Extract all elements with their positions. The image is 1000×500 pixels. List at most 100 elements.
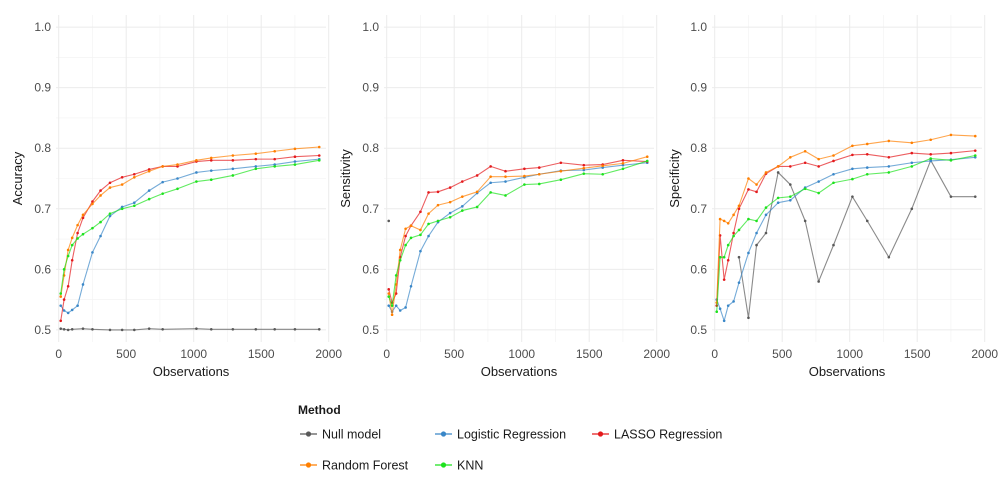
data-point bbox=[81, 213, 85, 217]
data-point bbox=[231, 174, 235, 177]
data-point bbox=[726, 243, 730, 247]
x-tick-label: 1000 bbox=[836, 347, 863, 361]
data-point bbox=[81, 232, 85, 236]
data-point bbox=[973, 134, 977, 138]
data-point bbox=[755, 183, 758, 186]
y-tick-label: 0.7 bbox=[690, 202, 707, 216]
legend-label: Logistic Regression bbox=[457, 428, 566, 442]
x-tick-label: 1500 bbox=[248, 347, 275, 361]
data-point bbox=[747, 251, 750, 255]
data-point bbox=[832, 243, 835, 247]
data-point bbox=[317, 154, 321, 157]
data-point bbox=[70, 258, 74, 262]
data-point bbox=[66, 311, 70, 315]
data-point bbox=[559, 161, 563, 165]
data-point bbox=[108, 181, 112, 185]
x-tick-label: 0 bbox=[55, 347, 62, 361]
data-point bbox=[59, 319, 63, 323]
data-point bbox=[732, 213, 735, 217]
data-point bbox=[409, 236, 413, 240]
data-point bbox=[645, 155, 649, 158]
data-point bbox=[582, 163, 586, 167]
data-point bbox=[436, 190, 440, 194]
data-point bbox=[133, 201, 136, 205]
data-point bbox=[621, 162, 625, 165]
data-point bbox=[293, 147, 297, 151]
data-point bbox=[865, 152, 869, 156]
data-point bbox=[621, 159, 625, 162]
y-tick-label: 0.7 bbox=[34, 202, 51, 216]
data-point bbox=[722, 319, 726, 323]
data-point bbox=[949, 159, 953, 162]
data-point bbox=[817, 180, 820, 183]
data-point bbox=[582, 166, 586, 170]
data-point bbox=[949, 195, 953, 198]
data-point bbox=[427, 212, 430, 215]
data-point bbox=[99, 220, 102, 224]
data-point bbox=[722, 219, 726, 223]
data-point bbox=[803, 149, 807, 153]
data-point bbox=[70, 308, 74, 312]
data-point bbox=[887, 156, 891, 159]
data-point bbox=[62, 268, 66, 271]
y-tick-label: 0.8 bbox=[34, 141, 51, 155]
data-point bbox=[776, 171, 780, 174]
data-point bbox=[209, 159, 213, 162]
data-point bbox=[62, 309, 66, 312]
data-point bbox=[81, 283, 85, 286]
data-point bbox=[120, 175, 124, 179]
data-point bbox=[776, 201, 780, 205]
data-point bbox=[66, 254, 70, 258]
y-tick-label: 1.0 bbox=[34, 20, 51, 34]
data-point bbox=[76, 237, 79, 240]
legend-item-null: Null model bbox=[300, 428, 381, 442]
data-point bbox=[390, 313, 394, 317]
data-point bbox=[209, 169, 213, 172]
x-tick-label: 2000 bbox=[643, 347, 670, 361]
data-point bbox=[394, 304, 398, 307]
data-point bbox=[601, 164, 604, 168]
data-point bbox=[254, 152, 258, 155]
data-point bbox=[120, 328, 124, 332]
data-point bbox=[737, 281, 741, 284]
series-rf bbox=[387, 155, 649, 317]
y-axis-title: Accuracy bbox=[10, 151, 25, 205]
data-point bbox=[851, 153, 854, 157]
data-point bbox=[209, 327, 213, 331]
data-point bbox=[817, 191, 820, 195]
data-point bbox=[70, 243, 74, 247]
data-point bbox=[949, 133, 953, 137]
y-tick-label: 0.9 bbox=[34, 81, 51, 95]
x-tick-label: 1500 bbox=[576, 347, 603, 361]
data-point bbox=[582, 168, 586, 172]
x-tick-label: 2000 bbox=[971, 347, 998, 361]
data-point bbox=[537, 172, 541, 176]
series-null bbox=[59, 327, 321, 332]
data-point bbox=[133, 175, 136, 179]
data-point bbox=[461, 209, 464, 212]
data-point bbox=[120, 205, 124, 209]
data-point bbox=[726, 258, 730, 262]
data-point bbox=[887, 165, 891, 168]
data-point bbox=[70, 327, 74, 331]
x-tick-label: 2000 bbox=[315, 347, 342, 361]
legend-key-point bbox=[597, 431, 604, 437]
data-point bbox=[147, 327, 151, 330]
data-point bbox=[504, 194, 507, 197]
data-point bbox=[195, 180, 198, 183]
data-point bbox=[387, 295, 391, 298]
data-point bbox=[832, 172, 835, 176]
legend-label: LASSO Regression bbox=[614, 428, 722, 442]
data-point bbox=[832, 154, 835, 157]
y-axis-title: Sensitivity bbox=[338, 149, 353, 208]
y-tick-label: 0.9 bbox=[690, 81, 707, 95]
data-point bbox=[789, 156, 792, 159]
data-point bbox=[404, 243, 407, 247]
data-point bbox=[66, 328, 70, 332]
data-point bbox=[722, 255, 726, 259]
data-point bbox=[789, 199, 792, 202]
panel-sensitivity: 0 500 1000 1500 2000 0.5 0.6 0.7 0.8 0.9 1.0 Observ… bbox=[338, 15, 670, 379]
series-null bbox=[387, 219, 391, 223]
data-point bbox=[436, 203, 440, 207]
